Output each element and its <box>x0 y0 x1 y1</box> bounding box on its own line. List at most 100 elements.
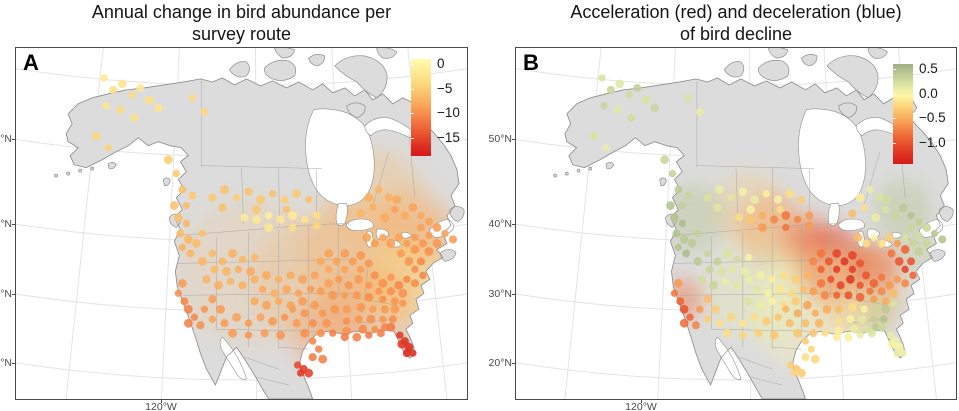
route-dot <box>856 281 864 290</box>
route-dot <box>116 105 125 114</box>
route-dot <box>262 300 271 310</box>
route-dot <box>729 265 737 274</box>
route-dot <box>835 317 843 325</box>
route-dot <box>889 299 898 307</box>
route-dot <box>805 211 814 220</box>
lat-axis-tick <box>12 294 16 295</box>
route-dot <box>174 289 183 297</box>
route-dot <box>846 315 855 324</box>
route-dot <box>293 361 302 369</box>
route-dot <box>109 85 118 94</box>
route-dot <box>298 274 308 284</box>
route-dot <box>762 316 771 326</box>
route-dot <box>250 253 259 262</box>
route-dot <box>191 239 201 248</box>
route-dot <box>832 333 841 342</box>
route-dot <box>394 233 403 242</box>
lon-axis-label: 120°W <box>625 401 657 411</box>
route-dot <box>793 309 802 318</box>
route-dot <box>366 314 376 324</box>
route-dot <box>308 353 317 362</box>
route-dot <box>418 239 427 248</box>
route-dot <box>250 275 259 284</box>
route-dot <box>316 257 325 266</box>
route-dot <box>318 309 327 317</box>
route-dot <box>866 287 874 295</box>
route-dot <box>705 265 714 274</box>
route-dot <box>409 349 417 357</box>
map-svg-a <box>16 48 467 399</box>
route-dot <box>238 255 247 264</box>
route-dot <box>733 281 741 290</box>
lat-axis-tick <box>512 224 516 225</box>
route-dot <box>130 113 139 122</box>
route-dot <box>879 315 888 324</box>
route-dot <box>358 324 368 334</box>
route-dot <box>306 285 315 294</box>
panel-b-title: Acceleration (red) and deceleration (blu… <box>515 1 957 45</box>
route-dot <box>793 328 802 338</box>
route-dot <box>686 313 694 321</box>
route-dot <box>871 213 881 222</box>
route-dot <box>214 280 223 290</box>
route-dot <box>180 297 189 306</box>
route-dot <box>862 239 871 248</box>
route-dot <box>292 189 302 198</box>
route-dot <box>885 233 894 242</box>
route-dot <box>416 223 425 232</box>
route-dot <box>909 271 917 280</box>
route-dot <box>887 249 896 258</box>
route-dot <box>200 107 209 116</box>
route-dot <box>791 274 800 284</box>
route-dot <box>144 95 154 105</box>
route-dot <box>198 229 207 238</box>
route-dot <box>216 304 225 314</box>
route-dot <box>684 94 692 102</box>
route-dot <box>901 233 909 242</box>
route-dot <box>228 249 237 258</box>
route-dot <box>853 233 863 242</box>
route-dot <box>312 221 321 230</box>
route-dot <box>384 193 393 202</box>
route-dot <box>386 239 396 248</box>
route-dot <box>886 331 895 339</box>
route-dot <box>128 91 136 99</box>
route-dot <box>356 302 366 312</box>
panel-a-title: Annual change in bird abundance per surv… <box>15 1 468 45</box>
route-dot <box>750 195 759 204</box>
route-dot <box>817 265 825 274</box>
route-dot <box>198 257 207 266</box>
route-dot <box>693 257 703 266</box>
route-dot <box>810 354 820 364</box>
panel-a-map: A 0 −5 −10 −15 50°N 40°N 30°N 20°N 120°W <box>0 47 468 411</box>
route-dot <box>703 193 712 202</box>
route-dot <box>791 296 800 306</box>
route-dot <box>379 315 387 323</box>
route-dot <box>375 185 383 194</box>
route-dot <box>822 304 832 314</box>
route-dot <box>922 223 931 232</box>
route-dot <box>672 229 681 238</box>
route-dot <box>893 275 901 284</box>
route-dot <box>866 185 874 194</box>
route-dot <box>922 239 931 248</box>
route-dot <box>870 233 878 242</box>
route-dot <box>721 277 729 286</box>
route-dot <box>298 296 308 306</box>
colorbar-tick-notch <box>411 113 414 115</box>
route-dot <box>726 312 736 322</box>
colorbar-tick-notch <box>893 118 896 120</box>
route-dot <box>598 74 606 82</box>
route-dot <box>308 337 317 345</box>
route-dot <box>867 329 876 338</box>
route-dot <box>862 271 871 280</box>
route-dot <box>411 233 419 242</box>
panel-b-title-line1: Acceleration (red) and deceleration (blu… <box>570 2 902 22</box>
route-dot <box>252 205 261 214</box>
route-dot <box>188 94 197 102</box>
route-dot <box>762 189 770 198</box>
route-dot <box>696 305 704 313</box>
route-dot <box>274 275 283 284</box>
route-dot <box>881 205 890 214</box>
route-dot <box>722 249 732 258</box>
